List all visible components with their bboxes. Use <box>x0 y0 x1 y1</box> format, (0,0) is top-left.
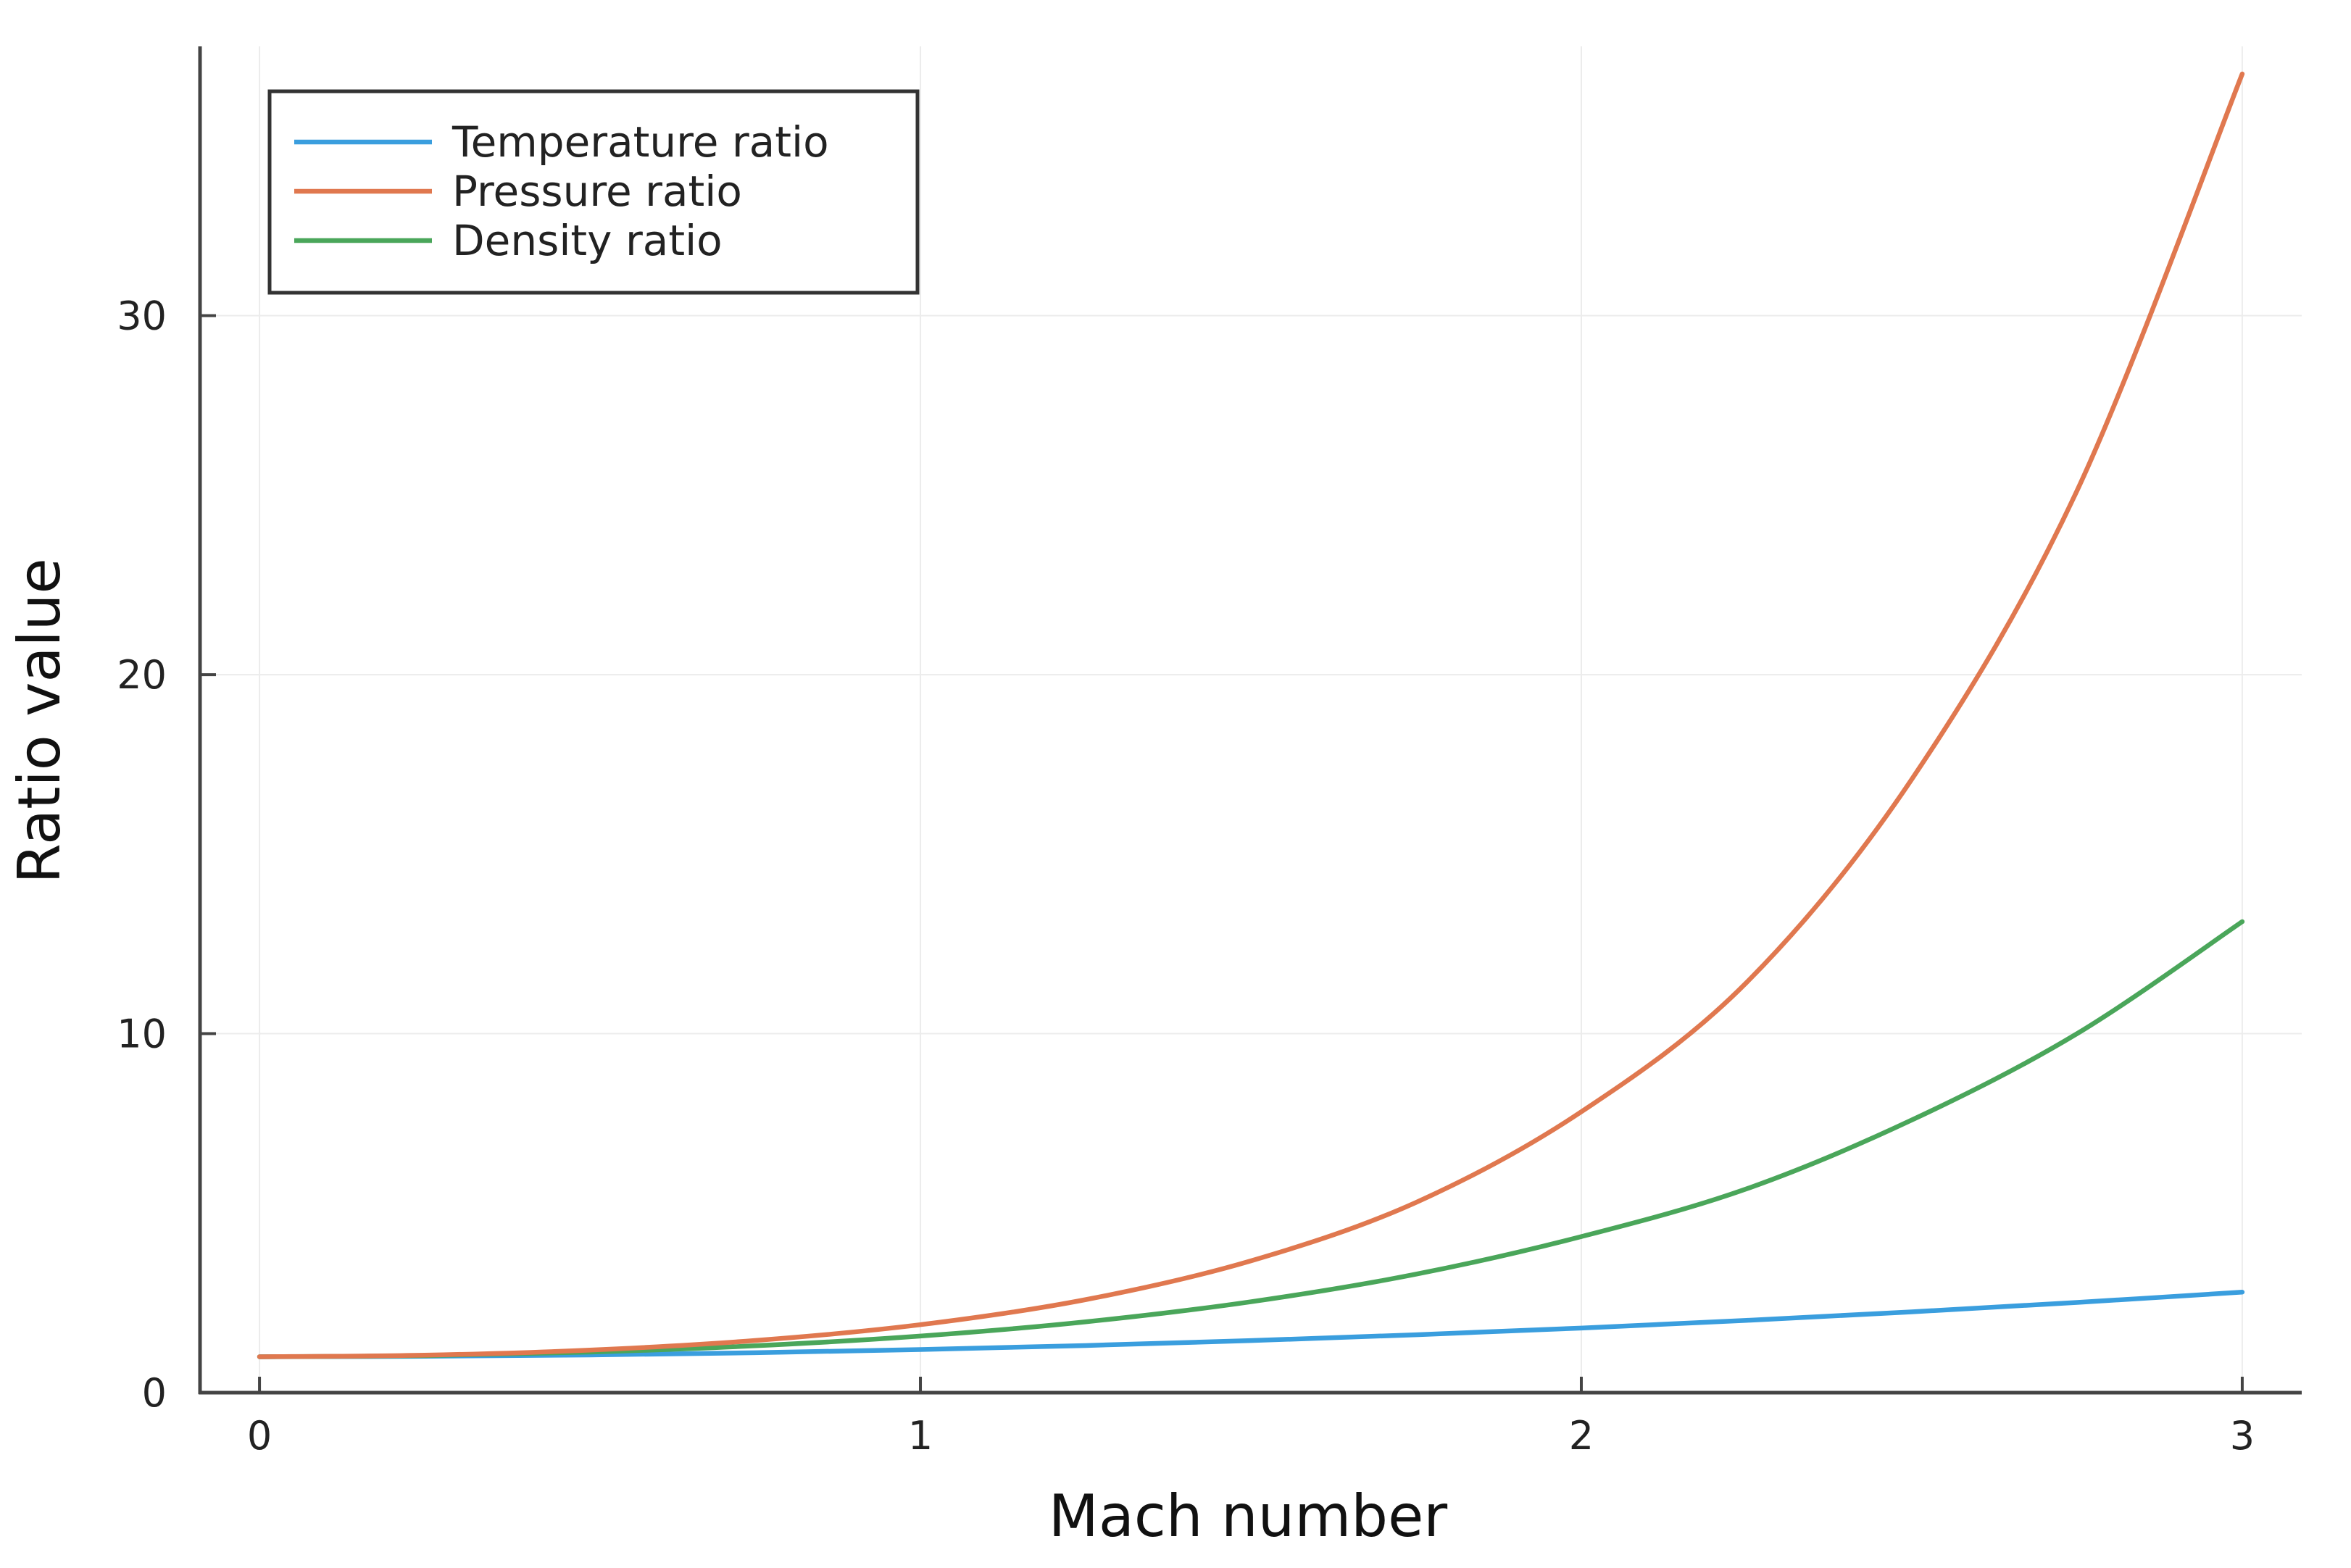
legend-label: Temperature ratio <box>452 117 829 167</box>
x-tick-label: 0 <box>247 1413 272 1459</box>
x-axis-title: Mach number <box>1049 1482 1448 1550</box>
y-tick-label: 0 <box>142 1370 167 1416</box>
y-tick-label: 10 <box>117 1012 167 1057</box>
series-layer <box>257 71 2245 1359</box>
series-line-temperature-ratio <box>257 1290 2245 1359</box>
legend-label: Density ratio <box>452 216 723 265</box>
x-tick-label: 2 <box>1569 1413 1594 1459</box>
series-line-pressure-ratio <box>257 71 2245 1359</box>
legend-label: Pressure ratio <box>452 167 742 216</box>
x-tick-label: 3 <box>2230 1413 2255 1459</box>
y-tick-label: 20 <box>117 652 167 698</box>
y-axis-title: Ratio value <box>6 558 73 883</box>
y-tick-label: 30 <box>117 293 167 339</box>
axes <box>198 46 2302 1395</box>
x-tick-label: 1 <box>908 1413 933 1459</box>
